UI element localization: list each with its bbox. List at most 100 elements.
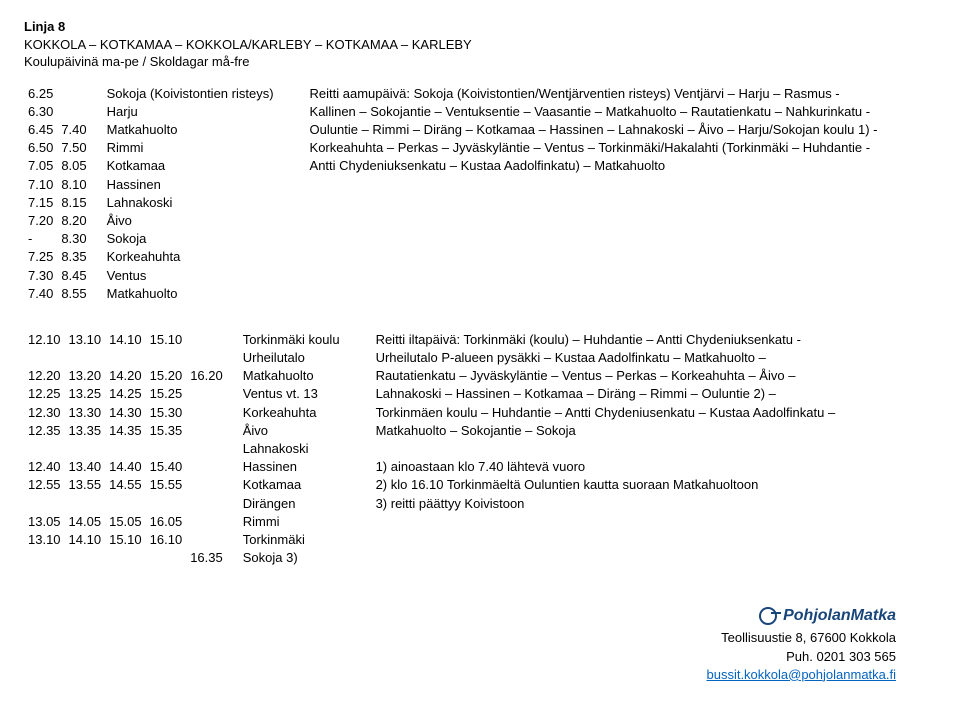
route-desc-line: Kallinen – Sokojantie – Ventuksentie – V… bbox=[310, 103, 878, 121]
route-desc-line: Matkahuolto – Sokojantie – Sokoja bbox=[376, 422, 836, 440]
footer-email[interactable]: bussit.kokkola@pohjolanmatka.fi bbox=[706, 667, 896, 682]
time-cell: 12.10 bbox=[24, 331, 65, 349]
time-cell: 14.20 bbox=[105, 367, 146, 385]
table-row: 6.507.50Rimmi bbox=[24, 139, 278, 157]
stop-cell: Sokoja (Koivistontien risteys) bbox=[91, 85, 278, 103]
time-cell: 8.35 bbox=[57, 248, 90, 266]
time-cell: 13.55 bbox=[65, 476, 106, 494]
table-row: 6.457.40Matkahuolto bbox=[24, 121, 278, 139]
time-cell bbox=[24, 349, 65, 367]
time-cell: 8.20 bbox=[57, 212, 90, 230]
time-cell: 12.35 bbox=[24, 422, 65, 440]
stop-cell: Lahnakoski bbox=[227, 440, 344, 458]
time-cell bbox=[105, 549, 146, 567]
time-cell: 15.40 bbox=[146, 458, 187, 476]
table-row: 12.3513.3514.3515.35Åivo bbox=[24, 422, 344, 440]
route-desc-line: Urheilutalo P-alueen pysäkki – Kustaa Aa… bbox=[376, 349, 836, 367]
table-row: 16.35Sokoja 3) bbox=[24, 549, 344, 567]
time-cell: 13.25 bbox=[65, 385, 106, 403]
table-row: Dirängen bbox=[24, 495, 344, 513]
logo-icon bbox=[759, 607, 777, 625]
stop-cell: Kotkamaa bbox=[227, 476, 344, 494]
table-row: Lahnakoski bbox=[24, 440, 344, 458]
time-cell: 14.35 bbox=[105, 422, 146, 440]
time-cell bbox=[186, 476, 227, 494]
route-desc-line bbox=[376, 440, 836, 458]
stop-cell: Ventus bbox=[91, 267, 278, 285]
time-cell: 7.25 bbox=[24, 248, 57, 266]
stop-cell: Rimmi bbox=[91, 139, 278, 157]
time-cell: 6.45 bbox=[24, 121, 57, 139]
footer-phone: Puh. 0201 303 565 bbox=[24, 648, 896, 666]
time-cell: 13.35 bbox=[65, 422, 106, 440]
table-row: 7.208.20Åivo bbox=[24, 212, 278, 230]
time-cell: 14.30 bbox=[105, 404, 146, 422]
route-desc-line: Ouluntie – Rimmi – Diräng – Kotkamaa – H… bbox=[310, 121, 878, 139]
table-row: 7.158.15Lahnakoski bbox=[24, 194, 278, 212]
route-desc-morning: Reitti aamupäivä: Sokoja (Koivistontien/… bbox=[310, 85, 878, 303]
stop-cell: Hassinen bbox=[91, 176, 278, 194]
time-cell: 12.55 bbox=[24, 476, 65, 494]
table-row: 12.5513.5514.5515.55Kotkamaa bbox=[24, 476, 344, 494]
time-cell bbox=[186, 531, 227, 549]
time-cell: 13.30 bbox=[65, 404, 106, 422]
time-cell bbox=[105, 349, 146, 367]
table-row: 13.1014.1015.1016.10Torkinmäki bbox=[24, 531, 344, 549]
time-cell: 12.25 bbox=[24, 385, 65, 403]
stop-cell: Lahnakoski bbox=[91, 194, 278, 212]
time-cell bbox=[186, 513, 227, 531]
time-cell: 7.20 bbox=[24, 212, 57, 230]
table-row: 7.308.45Ventus bbox=[24, 267, 278, 285]
stop-cell: Torkinmäki koulu bbox=[227, 331, 344, 349]
table-row: 7.408.55Matkahuolto bbox=[24, 285, 278, 303]
brand-name: PohjolanMatka bbox=[783, 607, 896, 625]
table-row: 6.30Harju bbox=[24, 103, 278, 121]
time-cell: 6.30 bbox=[24, 103, 57, 121]
time-cell: 13.40 bbox=[65, 458, 106, 476]
time-cell: 7.10 bbox=[24, 176, 57, 194]
route-title: KOKKOLA – KOTKAMAA – KOKKOLA/KARLEBY – K… bbox=[24, 36, 936, 54]
time-cell bbox=[24, 549, 65, 567]
time-cell bbox=[186, 440, 227, 458]
time-cell: 14.25 bbox=[105, 385, 146, 403]
table-row: 12.2013.2014.2015.2016.20Matkahuolto bbox=[24, 367, 344, 385]
time-cell: 13.10 bbox=[24, 531, 65, 549]
time-cell: 15.10 bbox=[105, 531, 146, 549]
time-cell bbox=[186, 422, 227, 440]
days-line: Koulupäivinä ma-pe / Skoldagar må-fre bbox=[24, 53, 936, 71]
time-cell: 6.25 bbox=[24, 85, 57, 103]
time-cell: 8.55 bbox=[57, 285, 90, 303]
time-cell: 12.40 bbox=[24, 458, 65, 476]
time-cell bbox=[146, 349, 187, 367]
time-cell: 15.25 bbox=[146, 385, 187, 403]
time-cell: 8.15 bbox=[57, 194, 90, 212]
time-cell: 8.10 bbox=[57, 176, 90, 194]
time-cell bbox=[186, 404, 227, 422]
stop-cell: Åivo bbox=[227, 422, 344, 440]
time-cell: 13.10 bbox=[65, 331, 106, 349]
time-cell: 7.30 bbox=[24, 267, 57, 285]
stop-cell: Sokoja bbox=[91, 230, 278, 248]
route-desc-line: Torkinmäen koulu – Huhdantie – Antti Chy… bbox=[376, 404, 836, 422]
brand-logo: PohjolanMatka bbox=[759, 607, 896, 625]
time-cell: 12.30 bbox=[24, 404, 65, 422]
time-cell: 16.20 bbox=[186, 367, 227, 385]
time-cell bbox=[24, 440, 65, 458]
time-cell bbox=[146, 495, 187, 513]
time-cell: 15.30 bbox=[146, 404, 187, 422]
route-desc-line: 3) reitti päättyy Koivistoon bbox=[376, 495, 836, 513]
time-cell bbox=[186, 331, 227, 349]
time-cell: 16.05 bbox=[146, 513, 187, 531]
time-cell bbox=[186, 349, 227, 367]
timetable-morning: 6.25Sokoja (Koivistontien risteys)6.30Ha… bbox=[24, 85, 278, 303]
time-cell bbox=[57, 85, 90, 103]
route-desc-line: Antti Chydeniuksenkatu – Kustaa Aadolfin… bbox=[310, 157, 878, 175]
time-cell bbox=[65, 440, 106, 458]
table-row: 12.3013.3014.3015.30Korkeahuhta bbox=[24, 404, 344, 422]
stop-cell: Urheilutalo bbox=[227, 349, 344, 367]
time-cell: 7.40 bbox=[24, 285, 57, 303]
stop-cell: Kotkamaa bbox=[91, 157, 278, 175]
stop-cell: Rimmi bbox=[227, 513, 344, 531]
footer: PohjolanMatka Teollisuustie 8, 67600 Kok… bbox=[24, 607, 936, 684]
time-cell: 8.05 bbox=[57, 157, 90, 175]
